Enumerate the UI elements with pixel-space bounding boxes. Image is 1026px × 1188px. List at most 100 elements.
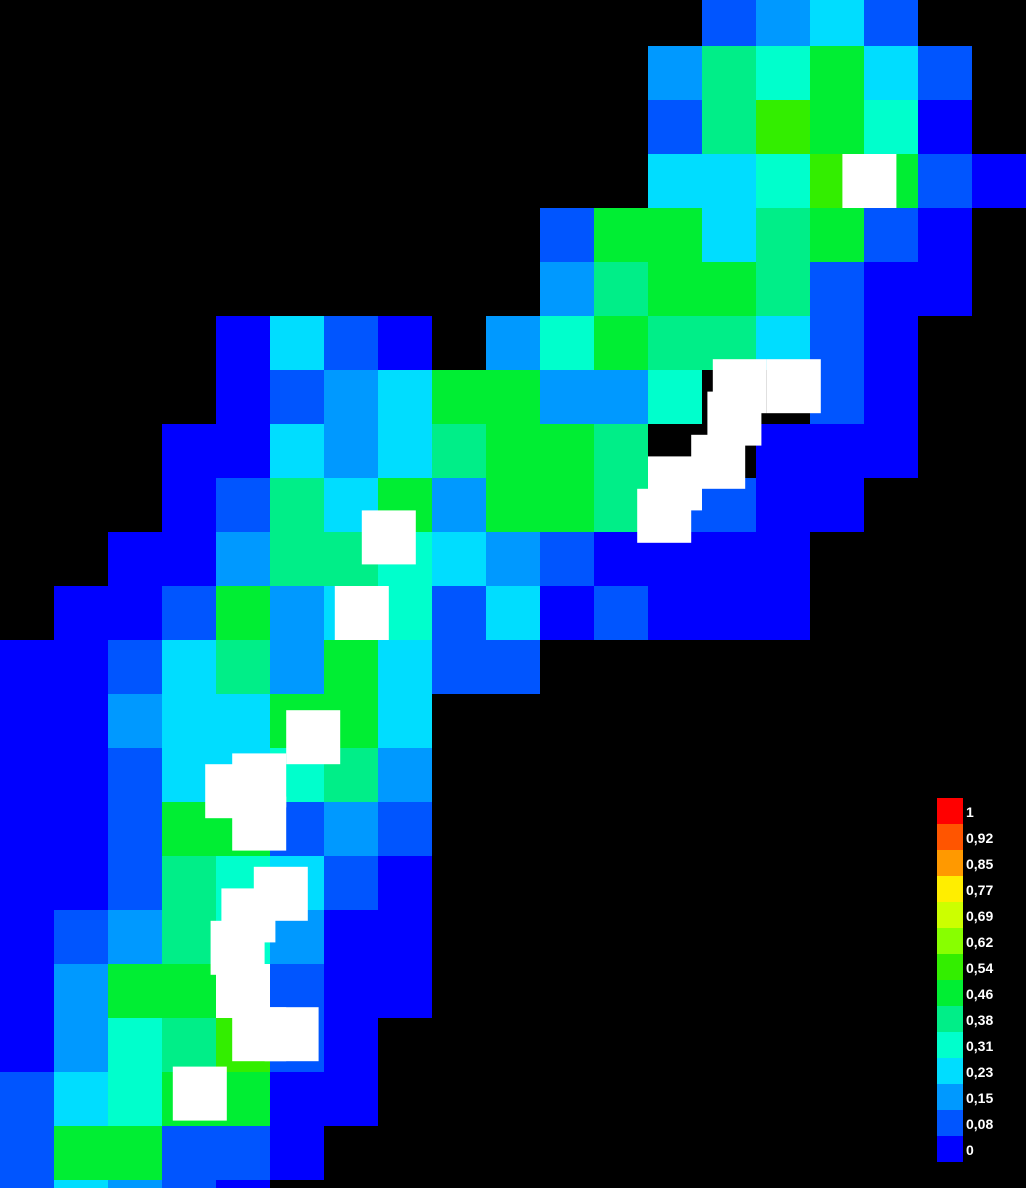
highlight-marker	[232, 1007, 287, 1062]
heatmap-cell	[162, 964, 216, 1018]
heatmap-cell	[0, 694, 54, 748]
heatmap-cell	[648, 154, 702, 208]
heatmap-cell	[54, 802, 108, 856]
heatmap-cell	[216, 316, 270, 370]
legend-label: 0,46	[966, 986, 993, 1002]
heatmap-cell	[810, 424, 864, 478]
heatmap-cell	[594, 262, 648, 316]
heatmap-cell	[378, 910, 432, 964]
heatmap-cell	[432, 586, 486, 640]
heatmap-cell	[864, 46, 918, 100]
legend-swatch	[937, 824, 963, 850]
legend-swatch	[937, 954, 963, 980]
heatmap-cell	[162, 856, 216, 910]
legend-label: 0,38	[966, 1012, 993, 1028]
heatmap-cell	[108, 640, 162, 694]
heatmap-cell	[162, 586, 216, 640]
heatmap-cell	[162, 532, 216, 586]
heatmap-cell	[756, 0, 810, 46]
heatmap-cell	[0, 856, 54, 910]
heatmap-cell	[54, 640, 108, 694]
heatmap-cell	[108, 1018, 162, 1072]
heatmap-cell	[918, 154, 972, 208]
heatmap-cell	[270, 532, 324, 586]
heatmap-cell	[54, 1072, 108, 1126]
highlight-marker	[766, 359, 821, 414]
legend-label: 0,23	[966, 1064, 993, 1080]
legend-swatch	[937, 980, 963, 1006]
heatmap-cell	[810, 208, 864, 262]
heatmap-cell	[270, 424, 324, 478]
legend-swatch	[937, 902, 963, 928]
highlight-marker	[286, 710, 341, 765]
heatmap-cell	[756, 208, 810, 262]
heatmap-cell	[0, 1180, 54, 1188]
legend-label: 1	[966, 804, 974, 820]
highlight-marker	[637, 488, 692, 543]
heatmap-cell	[324, 856, 378, 910]
heatmap-cell	[432, 640, 486, 694]
heatmap-cell	[162, 1180, 216, 1188]
heatmap-cell	[378, 964, 432, 1018]
heatmap-cell	[540, 532, 594, 586]
heatmap-cell	[0, 1126, 54, 1180]
heatmap-cell	[324, 316, 378, 370]
color-legend: 1 0,92 0,85 0,77 0,69 0,62 0,54 0,46 0,38 0,31 0,2…	[937, 798, 993, 1162]
heatmap-cell	[756, 586, 810, 640]
heatmap-cell	[54, 856, 108, 910]
heatmap-cell	[270, 478, 324, 532]
heatmap-cell	[540, 262, 594, 316]
heatmap-cell	[216, 640, 270, 694]
heatmap-cell	[0, 1018, 54, 1072]
heatmap-cell	[756, 478, 810, 532]
heatmap-cell	[270, 370, 324, 424]
heatmap-cell	[378, 802, 432, 856]
heatmap-cell	[486, 370, 540, 424]
heatmap-cell	[162, 640, 216, 694]
highlight-marker	[334, 586, 389, 640]
heatmap-cell	[54, 1180, 108, 1188]
heatmap-cell	[324, 370, 378, 424]
heatmap-cell	[486, 424, 540, 478]
heatmap-cell	[648, 208, 702, 262]
heatmap-cell	[810, 262, 864, 316]
heatmap-cell	[756, 100, 810, 154]
heatmap-cell	[702, 100, 756, 154]
heatmap-cell	[0, 1072, 54, 1126]
heatmap-cell	[540, 586, 594, 640]
heatmap-cell	[216, 1180, 270, 1188]
legend-swatch	[937, 1084, 963, 1110]
heatmap-cell	[594, 424, 648, 478]
heatmap-cell	[270, 1126, 324, 1180]
heatmap-cell	[540, 424, 594, 478]
heatmap-cell	[0, 802, 54, 856]
heatmap-cell	[702, 0, 756, 46]
highlight-marker	[361, 510, 416, 565]
heatmap-cell	[486, 316, 540, 370]
heatmap-cell	[162, 1126, 216, 1180]
heatmap-cell	[756, 532, 810, 586]
legend-label: 0,15	[966, 1090, 993, 1106]
legend-swatch	[937, 798, 963, 824]
legend-swatch	[937, 928, 963, 954]
heatmap-cell	[216, 478, 270, 532]
heatmap-cell	[324, 1072, 378, 1126]
heatmap-cell	[270, 640, 324, 694]
heatmap-cell	[810, 100, 864, 154]
legend-swatch	[937, 1032, 963, 1058]
heatmap-cell	[702, 154, 756, 208]
heatmap-cell	[54, 910, 108, 964]
heatmap-cell	[324, 802, 378, 856]
heatmap-cell	[54, 586, 108, 640]
heatmap-cell	[54, 748, 108, 802]
heatmap-cell	[216, 1126, 270, 1180]
heatmap-cell	[864, 100, 918, 154]
heatmap-cell	[756, 46, 810, 100]
heatmap-cell	[864, 370, 918, 424]
heatmap-cell	[540, 370, 594, 424]
legend-swatch	[937, 876, 963, 902]
highlight-marker	[842, 154, 897, 208]
legend-swatch	[937, 1110, 963, 1136]
heatmap-cell	[162, 1018, 216, 1072]
heatmap-cell	[486, 478, 540, 532]
